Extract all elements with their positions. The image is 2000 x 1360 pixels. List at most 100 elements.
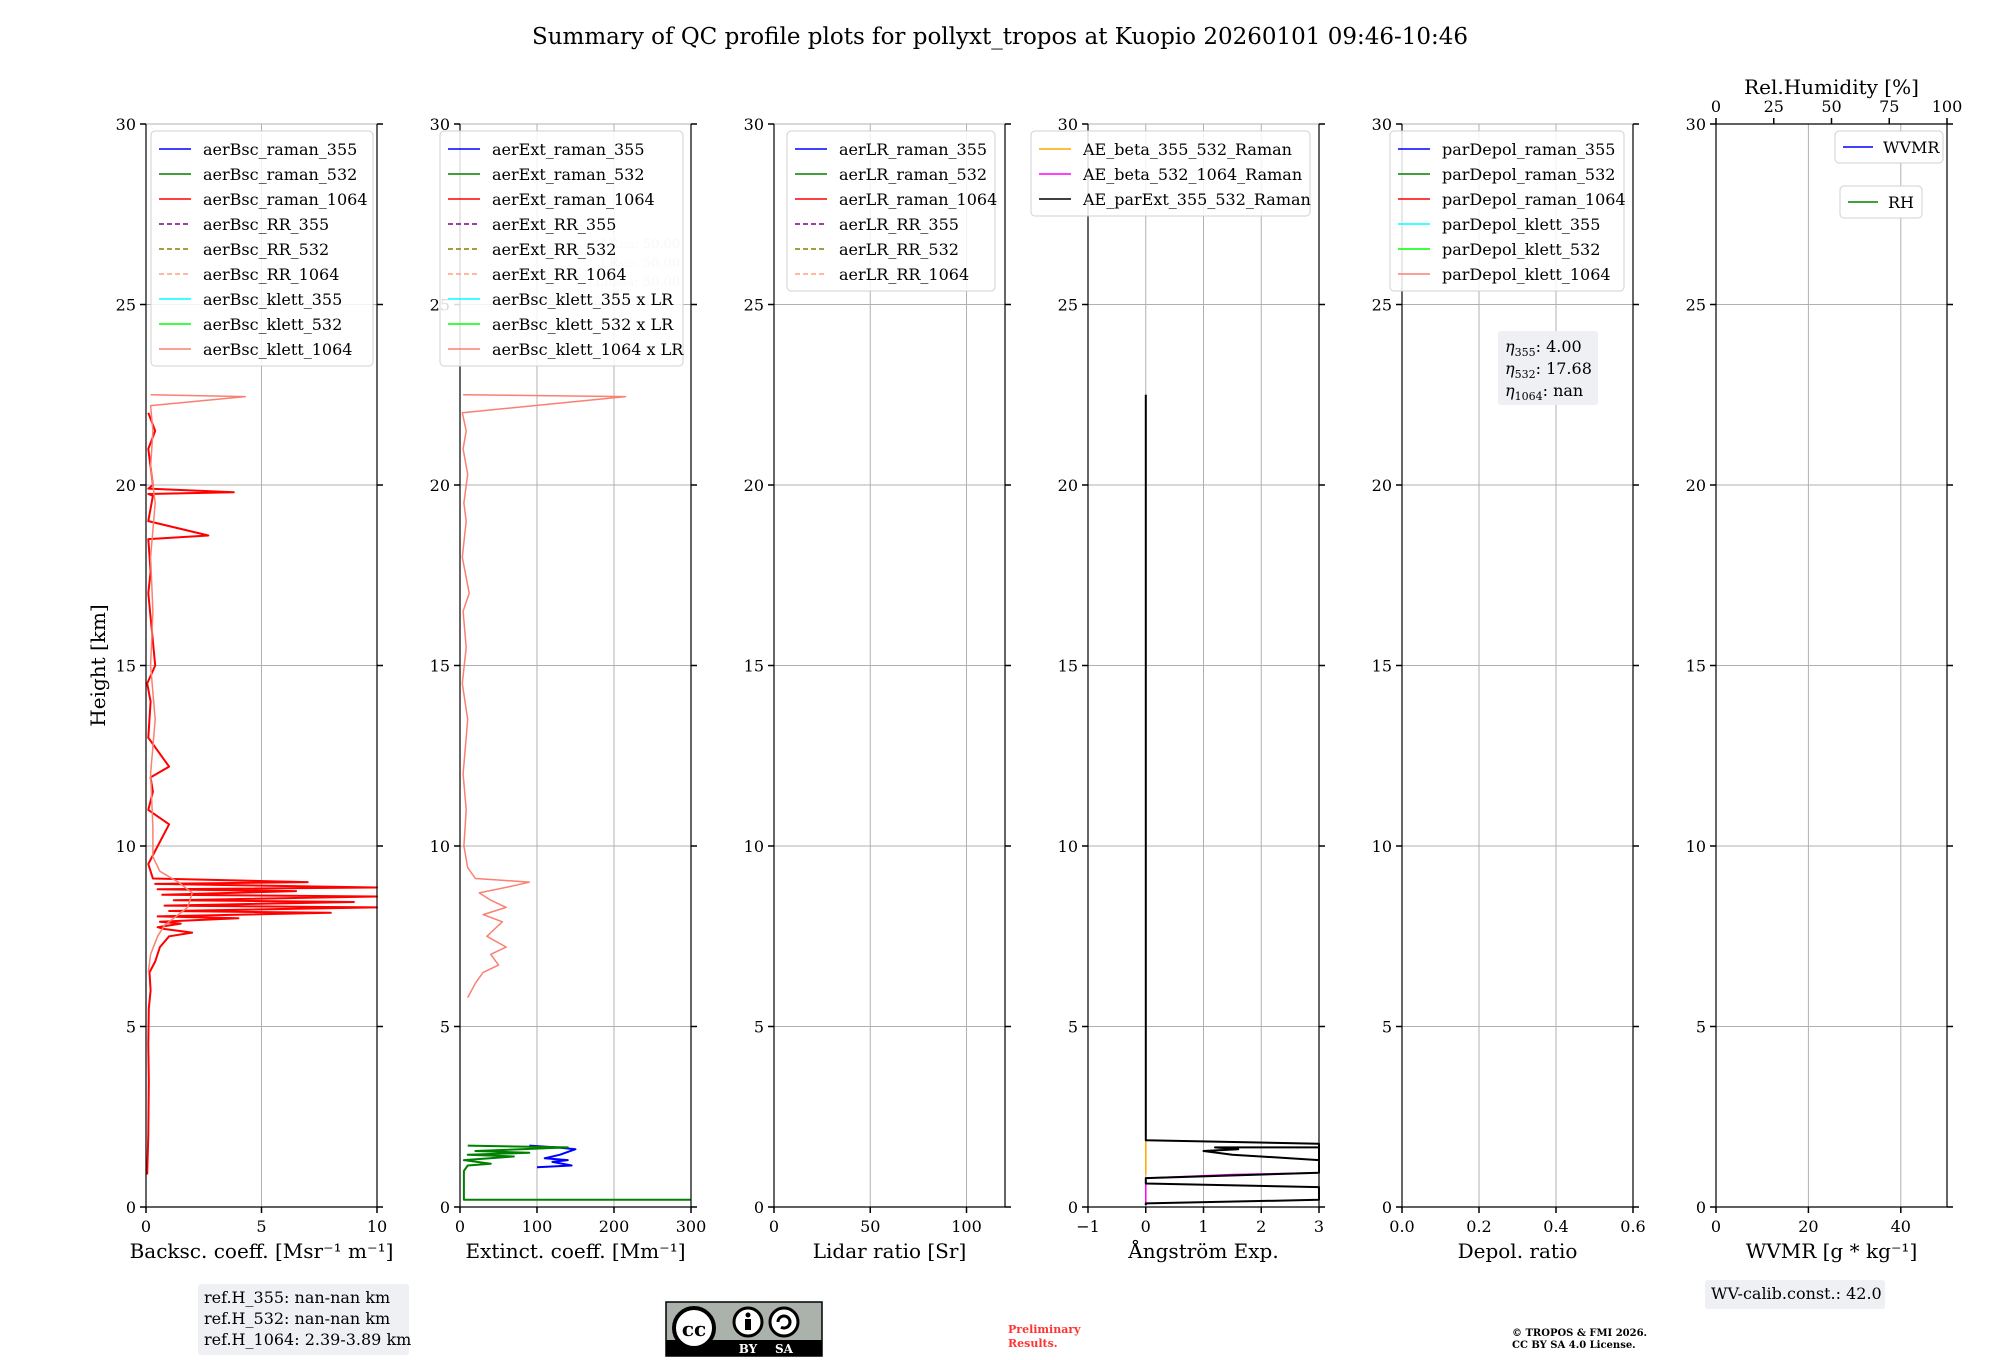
panel-wv: 0 5 10 15 20 25 30 0 20 40 WVMR [g * kg⁻¹] 0 25 50 75 1… [1686,75,1962,1309]
y-tick-label: 10 [1372,837,1392,856]
x-tick-label: 0 [769,1217,779,1236]
x-tick-label: 300 [676,1217,707,1236]
x-axis-label: WVMR [g * kg⁻¹] [1746,1239,1918,1263]
y-tick-label: 15 [744,657,764,676]
copyright-line2: CC BY SA 4.0 License. [1512,1340,1636,1351]
legend-label: aerBsc_klett_355 x LR [492,290,674,309]
legend-label: aerExt_raman_1064 [492,190,655,209]
series-line-aerExt_raman_532 [462,1144,691,1201]
legend-box [1030,130,1311,217]
y-tick-label: 5 [1068,1018,1078,1037]
y-tick-label: 15 [1372,657,1392,676]
legend-label: aerBsc_RR_355 [203,215,329,234]
legend-label: aerBsc_klett_355 [203,290,342,309]
cc-by-label: BY [739,1342,758,1356]
y-tick-label: 0 [1068,1198,1078,1217]
legend-label: aerBsc_RR_1064 [203,265,339,284]
eta-line: η1064: nan [1505,381,1583,403]
y-tick-label: 10 [1686,837,1706,856]
y-tick-label: 10 [744,837,764,856]
y-tick-label: 30 [1058,115,1078,134]
legend-box [1839,185,1923,219]
y-tick-label: 15 [430,657,450,676]
legend-label: RH [1888,193,1914,212]
top-tick-label: 50 [1821,97,1841,116]
x-tick-label: 3 [1314,1217,1324,1236]
legend-label: aerBsc_RR_532 [203,240,329,259]
x-tick-label: 0.6 [1620,1217,1645,1236]
legend: aerBsc_raman_355 aerBsc_raman_532 aerBsc_r… [150,130,374,367]
x-axis-label: Backsc. coeff. [Msr⁻¹ m⁻¹] [130,1239,394,1263]
legend: aerLR_raman_355 aerLR_raman_532 aerLR_rama… [786,130,997,292]
share-alike-icon [768,1306,800,1338]
panel-lr: 0 5 10 15 20 25 30 0 50 100 Lidar ratio [Sr] aerLR_… [744,115,1011,1263]
legend-label: aerBsc_raman_355 [203,140,357,159]
x-tick-label: 5 [256,1217,266,1236]
y-tick-label: 5 [1382,1018,1392,1037]
annotation-line: ref.H_532: nan-nan km [204,1309,390,1328]
y-tick-label: 25 [1058,296,1078,315]
legend-label: aerBsc_klett_1064 [203,340,352,359]
panel-depol: 0 5 10 15 20 25 30 0.0 0.2 0.4 0.6 Depol. ratio parD… [1372,115,1646,1263]
x-tick-label: 0 [1711,1217,1721,1236]
legend-label: aerExt_RR_532 [492,240,616,259]
annotation-line: WV-calib.const.: 42.0 [1711,1284,1882,1303]
legend-label: AE_parExt_355_532_Raman [1082,190,1311,209]
legend-label: aerLR_RR_532 [839,240,959,259]
y-tick-label: 30 [1372,115,1392,134]
y-tick-label: 5 [1696,1018,1706,1037]
y-tick-label: 20 [1686,476,1706,495]
eta-line: η532: 17.68 [1505,359,1592,381]
preliminary-note-line1: Preliminary [1008,1323,1081,1336]
y-tick-label: 5 [126,1018,136,1037]
y-tick-label: 15 [116,657,136,676]
y-tick-label: 20 [1372,476,1392,495]
annotation-bg [1705,1280,1885,1309]
annotation-line: ref.H_1064: 2.39-3.89 km [204,1330,411,1349]
y-tick-label: 5 [754,1018,764,1037]
annotation-box: WV-calib.const.: 42.0 [1705,1280,1885,1309]
panel-ext: 0510152025300100200300Extinct. coeff. [M… [430,115,707,1263]
x-tick-label: 0 [455,1217,465,1236]
x-tick-label: 0.0 [1389,1217,1414,1236]
x-axis-label: Ångström Exp. [1127,1238,1278,1263]
x-tick-label: 1 [1198,1217,1208,1236]
x-tick-label: 20 [1798,1217,1818,1236]
y-tick-label: 30 [1686,115,1706,134]
y-tick-label: 25 [1686,296,1706,315]
x-tick-label: 0.2 [1466,1217,1491,1236]
series-line-aerBsc_klett_1064 [147,394,247,973]
legend-label: aerLR_raman_1064 [839,190,997,209]
x-tick-label: 50 [860,1217,880,1236]
legend-box [150,130,374,367]
copyright-line1: © TROPOS & FMI 2026. [1512,1328,1647,1339]
y-tick-label: 0 [1696,1198,1706,1217]
eta-box-bg [1498,331,1598,405]
x-tick-label: 200 [599,1217,630,1236]
y-axis-label: Height [km] [86,604,110,726]
y-tick-label: 30 [116,115,136,134]
series-line-AE_parExt_355_532_Raman [1144,394,1320,1206]
y-tick-label: 20 [1058,476,1078,495]
legend-label: AE_beta_355_532_Raman [1082,140,1292,159]
legend-label: parDepol_klett_1064 [1442,265,1611,284]
y-tick-label: 25 [744,296,764,315]
legend-label: aerExt_raman_532 [492,165,645,184]
x-tick-label: −1 [1076,1217,1100,1236]
y-tick-label: 30 [744,115,764,134]
x-tick-label: 2 [1256,1217,1266,1236]
y-tick-label: 10 [116,837,136,856]
legend-label: aerBsc_klett_1064 x LR [492,340,684,359]
x-tick-label: 100 [951,1217,982,1236]
legend-label: aerExt_RR_1064 [492,265,627,284]
y-tick-label: 25 [1372,296,1392,315]
legend-box [1389,130,1625,292]
x-tick-label: 0.4 [1543,1217,1568,1236]
y-tick-label: 15 [1686,657,1706,676]
y-tick-label: 30 [430,115,450,134]
legend-label: aerBsc_raman_532 [203,165,357,184]
legend-label: aerLR_raman_355 [839,140,987,159]
